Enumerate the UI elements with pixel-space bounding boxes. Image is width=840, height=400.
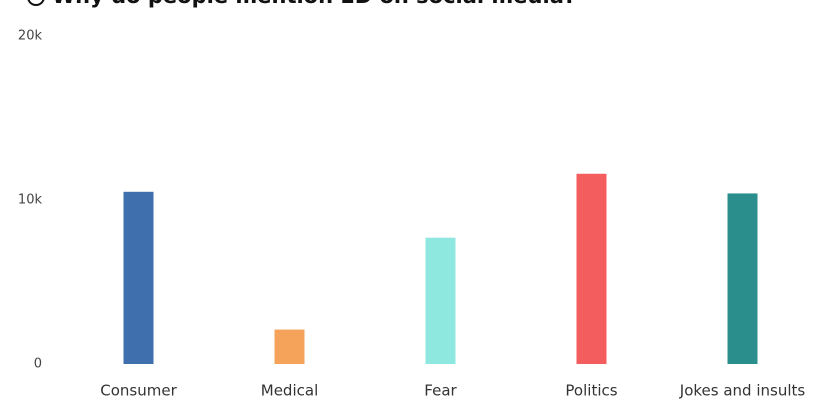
x-tick-label: Medical [261, 382, 318, 400]
x-tick-label: Jokes and insults [679, 382, 806, 400]
bar [123, 191, 154, 364]
y-tick-label: 0 [34, 357, 42, 372]
y-tick-label: 20k [18, 29, 43, 44]
bar [274, 329, 305, 364]
bar [576, 173, 607, 364]
x-tick-label: Fear [424, 382, 457, 400]
x-tick-label: Politics [565, 382, 617, 400]
chart-title: Why do people mention ED on social media… [52, 0, 576, 8]
x-tick-label: Consumer [100, 382, 177, 400]
bar [727, 193, 758, 364]
y-tick-label: 10k [18, 193, 43, 208]
bar [425, 237, 456, 364]
title-icon [27, 0, 45, 6]
